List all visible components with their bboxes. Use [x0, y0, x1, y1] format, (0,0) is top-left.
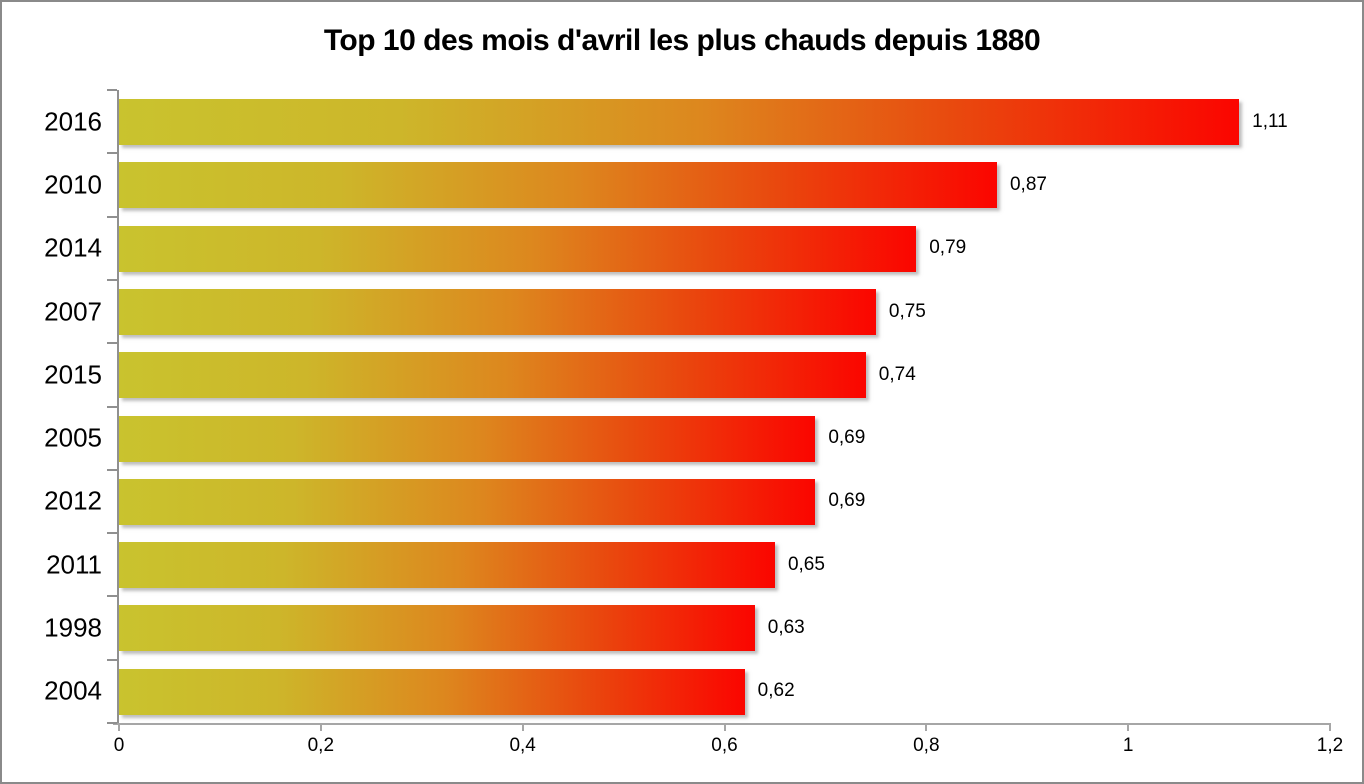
bar	[119, 225, 917, 272]
y-axis-tick	[107, 89, 117, 91]
bar	[119, 542, 775, 589]
y-axis-tick	[107, 658, 117, 661]
bar	[119, 352, 866, 399]
y-axis-tick	[107, 152, 117, 155]
bar-row: 2010 0,87	[44, 153, 1330, 216]
category-label: 2016	[44, 106, 102, 137]
category-label: 2010	[44, 169, 102, 200]
bar	[119, 668, 745, 715]
y-axis-tick	[107, 722, 117, 724]
plot-area: 2016 1,11 2010 0,87 2014 0,79 2007 0,75 …	[44, 89, 1343, 756]
y-axis-tick	[107, 215, 117, 218]
x-axis-tick-label: 1	[1122, 735, 1134, 756]
y-axis-tick	[107, 532, 117, 535]
bar-row: 2012 0,69	[44, 470, 1330, 533]
x-axis-tick-label: 1,2	[1316, 735, 1344, 756]
bar-row: 2016 1,11	[44, 90, 1330, 153]
x-axis-tick	[925, 723, 928, 731]
bar	[119, 99, 1240, 145]
value-label: 0,69	[828, 490, 866, 512]
x-axis-line	[113, 723, 1330, 725]
value-label: 0,74	[878, 363, 916, 385]
value-label: 0,87	[1009, 173, 1047, 195]
category-label: 2005	[44, 422, 102, 453]
bar-row: 2005 0,69	[44, 407, 1330, 470]
category-label: 2007	[44, 296, 102, 327]
value-label: 0,75	[888, 300, 926, 322]
bar	[119, 415, 816, 462]
bar-row: 2015 0,74	[44, 343, 1330, 406]
x-axis-tick	[118, 723, 120, 731]
category-label: 2012	[44, 485, 102, 516]
x-axis-tick-label: 0	[113, 735, 125, 756]
x-axis-tick	[1127, 723, 1130, 731]
bar-row: 2004 0,62	[44, 660, 1330, 723]
x-axis-tick	[319, 723, 322, 731]
value-label: 0,79	[929, 237, 967, 259]
bar-row: 2007 0,75	[44, 280, 1330, 343]
bar	[119, 478, 816, 525]
bar	[119, 605, 755, 652]
bar-row: 2011 0,65	[46, 533, 1330, 596]
x-axis-tick-label: 0,6	[711, 735, 738, 756]
category-label: 2015	[44, 359, 102, 390]
x-axis-tick	[1329, 723, 1331, 731]
y-axis-line	[117, 90, 119, 725]
y-axis-tick	[107, 595, 117, 598]
category-label: 1998	[44, 612, 102, 643]
y-axis-tick	[107, 342, 117, 345]
category-label: 2011	[46, 549, 102, 580]
y-axis-tick	[107, 405, 117, 408]
x-axis-tick-label: 0,4	[509, 735, 536, 756]
value-label: 0,63	[767, 617, 805, 639]
category-label: 2004	[44, 675, 102, 706]
value-label: 0,69	[828, 427, 866, 449]
value-label: 0,65	[787, 553, 825, 575]
x-axis-tick	[521, 723, 524, 731]
x-axis-tick	[723, 723, 726, 731]
bar-row: 1998 0,63	[44, 596, 1330, 659]
bar	[119, 288, 876, 335]
bar	[119, 162, 997, 209]
x-axis-tick-label: 0,2	[307, 735, 335, 756]
y-axis-tick	[107, 468, 117, 471]
value-label: 1,11	[1252, 110, 1288, 132]
x-axis-tick-label: 0,8	[913, 735, 940, 756]
bar-row: 2014 0,79	[44, 217, 1330, 280]
chart-title: Top 10 des mois d'avril les plus chauds …	[323, 24, 1041, 57]
y-axis-tick	[107, 278, 117, 281]
value-label: 0,62	[757, 680, 795, 702]
category-label: 2014	[44, 232, 102, 263]
